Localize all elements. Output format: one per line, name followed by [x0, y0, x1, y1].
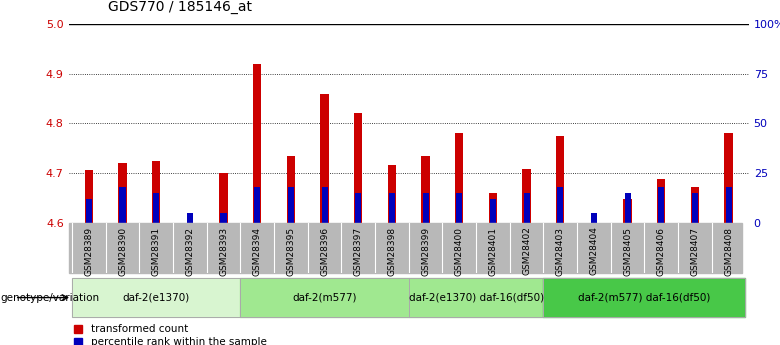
- Bar: [423, 193, 428, 223]
- Bar: [254, 187, 261, 223]
- Bar: [321, 187, 328, 223]
- Bar: [456, 193, 463, 223]
- Bar: [556, 136, 565, 223]
- Text: GSM28406: GSM28406: [657, 227, 666, 276]
- Bar: [523, 193, 530, 223]
- Bar: [119, 163, 126, 223]
- Legend: transformed count, percentile rank within the sample: transformed count, percentile rank withi…: [74, 324, 267, 345]
- Text: GSM28407: GSM28407: [690, 227, 700, 276]
- Bar: [72, 278, 240, 317]
- Bar: [725, 133, 732, 223]
- Bar: [152, 160, 161, 223]
- Bar: [219, 173, 228, 223]
- Bar: [287, 156, 295, 223]
- Text: GSM28408: GSM28408: [724, 227, 733, 276]
- Text: GSM28398: GSM28398: [388, 227, 396, 276]
- Bar: [153, 193, 159, 223]
- Bar: [253, 64, 261, 223]
- Bar: [544, 278, 746, 317]
- Bar: [409, 278, 544, 317]
- Bar: [72, 278, 240, 317]
- Bar: [388, 166, 396, 223]
- Bar: [523, 169, 530, 223]
- Text: GSM28393: GSM28393: [219, 227, 228, 276]
- Bar: [288, 187, 294, 223]
- Text: GSM28389: GSM28389: [84, 227, 94, 276]
- Bar: [691, 187, 699, 223]
- Text: GSM28397: GSM28397: [353, 227, 363, 276]
- Bar: [221, 213, 226, 223]
- Bar: [240, 278, 409, 317]
- Bar: [725, 187, 732, 223]
- Text: GSM28404: GSM28404: [590, 227, 598, 275]
- Bar: [389, 193, 395, 223]
- Text: GSM28395: GSM28395: [286, 227, 296, 276]
- Bar: [354, 114, 363, 223]
- Bar: [658, 187, 665, 223]
- Bar: [187, 213, 193, 223]
- Bar: [623, 199, 632, 223]
- Bar: [85, 170, 93, 223]
- Text: GSM28392: GSM28392: [186, 227, 194, 276]
- Bar: [557, 187, 563, 223]
- Bar: [455, 133, 463, 223]
- Text: genotype/variation: genotype/variation: [1, 293, 100, 303]
- Text: daf-2(e1370) daf-16(df50): daf-2(e1370) daf-16(df50): [409, 293, 544, 303]
- Bar: [240, 278, 409, 317]
- Bar: [544, 278, 746, 317]
- Text: GSM28405: GSM28405: [623, 227, 632, 276]
- Text: GSM28403: GSM28403: [555, 227, 565, 276]
- Bar: [591, 213, 597, 223]
- Text: daf-2(m577) daf-16(df50): daf-2(m577) daf-16(df50): [578, 293, 711, 303]
- Text: daf-2(e1370): daf-2(e1370): [122, 293, 190, 303]
- Bar: [119, 187, 126, 223]
- Text: GSM28401: GSM28401: [488, 227, 498, 276]
- Text: GSM28402: GSM28402: [522, 227, 531, 275]
- Bar: [692, 193, 698, 223]
- Text: GSM28391: GSM28391: [151, 227, 161, 276]
- Bar: [490, 199, 496, 223]
- Bar: [355, 193, 361, 223]
- Bar: [421, 156, 430, 223]
- Text: daf-2(m577): daf-2(m577): [292, 293, 356, 303]
- Text: GSM28390: GSM28390: [118, 227, 127, 276]
- Text: GSM28399: GSM28399: [421, 227, 430, 276]
- Bar: [657, 179, 665, 223]
- Text: GSM28394: GSM28394: [253, 227, 262, 276]
- Bar: [86, 199, 92, 223]
- Text: GDS770 / 185146_at: GDS770 / 185146_at: [108, 0, 252, 14]
- Bar: [489, 193, 497, 223]
- Bar: [321, 93, 328, 223]
- Bar: [625, 193, 630, 223]
- Bar: [409, 278, 544, 317]
- Text: GSM28400: GSM28400: [455, 227, 464, 276]
- Text: GSM28396: GSM28396: [320, 227, 329, 276]
